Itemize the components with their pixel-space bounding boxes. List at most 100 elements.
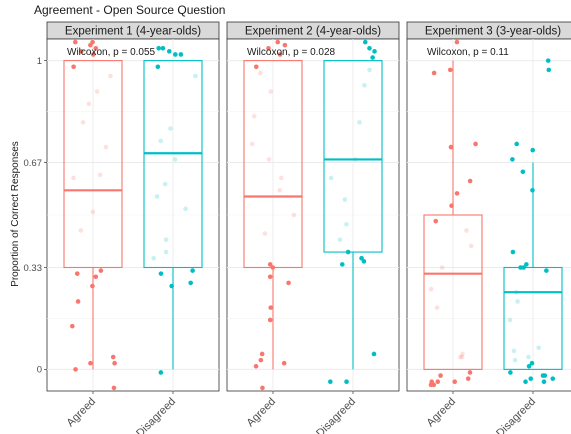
data-point	[178, 52, 184, 57]
data-point	[452, 379, 458, 385]
data-point	[97, 172, 103, 178]
data-point	[282, 42, 288, 48]
data-point	[523, 379, 528, 385]
data-point	[447, 67, 453, 73]
data-point	[267, 262, 273, 267]
data-point	[428, 382, 434, 388]
data-point	[270, 265, 276, 270]
data-point	[545, 58, 551, 63]
data-point	[251, 113, 257, 119]
data-point	[464, 228, 469, 233]
data-point	[268, 305, 274, 310]
box	[63, 60, 123, 269]
data-point	[448, 144, 454, 150]
data-point	[529, 360, 535, 366]
data-point	[524, 262, 529, 267]
box	[423, 214, 483, 370]
data-point	[433, 218, 439, 224]
data-point	[262, 231, 268, 236]
wilcoxon-annotation: Wilcoxon, p = 0.028	[247, 47, 336, 58]
y-tick-label: 0	[37, 365, 42, 376]
data-point	[526, 363, 532, 369]
data-point	[112, 360, 117, 366]
data-point	[110, 354, 116, 360]
data-point	[108, 73, 113, 79]
data-point	[454, 191, 460, 196]
data-point	[160, 45, 166, 51]
facet-strip-label: Experiment 2 (4-year-olds)	[245, 26, 381, 38]
data-point	[546, 67, 552, 73]
data-point	[156, 45, 162, 51]
data-point	[473, 141, 478, 147]
data-point	[90, 52, 96, 57]
data-point	[428, 286, 434, 292]
data-point	[158, 138, 163, 144]
boxplot-disagreed	[503, 162, 563, 370]
data-point	[459, 354, 465, 360]
data-point	[168, 126, 173, 131]
data-point	[361, 259, 367, 264]
data-point	[266, 45, 271, 51]
data-point	[454, 39, 460, 45]
data-point	[71, 64, 76, 70]
data-point	[253, 64, 259, 70]
data-point	[536, 345, 542, 351]
data-point	[253, 363, 259, 369]
data-point	[513, 289, 519, 295]
data-point	[367, 67, 372, 73]
facet-panel: Experiment 2 (4-year-olds) Wilcoxon, p = …	[226, 21, 400, 434]
data-point	[277, 52, 283, 57]
data-point	[93, 274, 99, 280]
data-point	[541, 379, 547, 385]
data-point	[158, 271, 164, 276]
data-point	[94, 89, 100, 94]
data-point	[435, 379, 441, 385]
box	[323, 60, 383, 253]
data-point	[90, 209, 96, 215]
x-category-label: Agreed	[425, 396, 459, 430]
data-point	[353, 157, 358, 162]
data-point	[507, 317, 513, 323]
data-point	[257, 70, 263, 76]
data-point	[344, 379, 349, 385]
data-point	[460, 351, 465, 357]
data-point	[530, 147, 536, 153]
data-point	[78, 228, 84, 233]
data-point	[510, 157, 515, 162]
y-tick-label: 0.33	[24, 263, 43, 274]
data-point	[267, 317, 273, 323]
data-point	[275, 39, 281, 45]
data-point	[103, 144, 109, 150]
data-point	[183, 206, 188, 212]
data-point	[362, 83, 367, 88]
data-point	[93, 45, 99, 51]
data-point	[277, 187, 283, 193]
data-point	[520, 169, 526, 175]
data-point	[80, 120, 86, 125]
data-point	[73, 367, 78, 372]
data-point	[158, 370, 164, 375]
data-point	[86, 101, 92, 107]
data-point	[512, 357, 518, 363]
data-point	[371, 351, 377, 357]
data-point	[515, 299, 520, 304]
data-point	[357, 120, 362, 125]
data-point	[514, 141, 519, 147]
data-point	[540, 373, 546, 378]
y-tick-label: 0.67	[24, 158, 43, 169]
data-point	[510, 249, 516, 255]
data-point	[344, 221, 349, 227]
data-point	[544, 268, 549, 273]
data-point	[328, 175, 334, 181]
data-point	[467, 178, 473, 184]
data-point	[530, 187, 535, 193]
data-point	[190, 268, 195, 273]
boxplot-agreed	[423, 60, 483, 370]
x-category-label: Agreed	[245, 396, 279, 430]
data-point	[163, 237, 169, 243]
data-point	[467, 370, 473, 375]
data-point	[260, 385, 265, 391]
facet-panel: Experiment 3 (3-year-olds) Wilcoxon, p = …	[406, 21, 571, 434]
data-point	[70, 323, 75, 329]
